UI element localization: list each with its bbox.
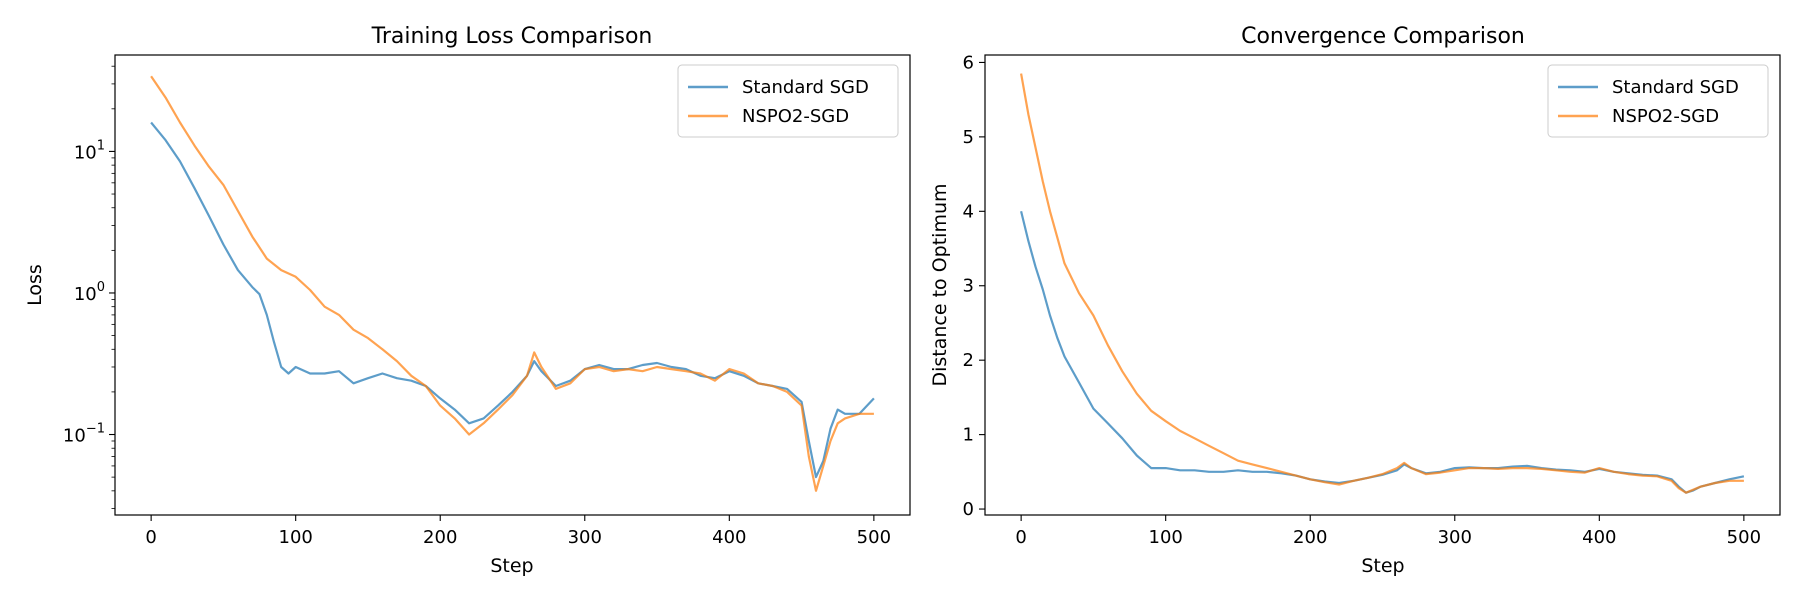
- y-tick-label: 100: [74, 280, 105, 305]
- y-tick-label: 10−1: [63, 422, 105, 447]
- chart-title: Convergence Comparison: [1241, 24, 1525, 49]
- plot-frame: [984, 54, 1781, 516]
- y-tick-label: 4: [963, 201, 974, 222]
- x-tick-label: 500: [857, 527, 891, 548]
- y-axis-label: Distance to Optimum: [929, 183, 951, 386]
- x-tick-label: 300: [568, 527, 602, 548]
- x-axis-label: Step: [1361, 555, 1404, 577]
- x-tick-label: 200: [1293, 527, 1327, 548]
- y-tick-label: 5: [963, 127, 974, 148]
- y-tick-label: 101: [74, 138, 105, 163]
- y-tick-label: 2: [963, 350, 974, 371]
- x-tick-label: 400: [712, 527, 746, 548]
- legend-entry: NSPO2-SGD: [742, 106, 849, 127]
- y-tick-label: 1: [963, 425, 974, 446]
- legend-entry: Standard SGD: [1612, 77, 1739, 98]
- y-tick-label: 3: [963, 276, 974, 297]
- legend-entry: Standard SGD: [742, 77, 869, 98]
- x-tick-label: 0: [1015, 527, 1026, 548]
- x-tick-label: 100: [1149, 527, 1183, 548]
- legend: Standard SGD NSPO2-SGD: [677, 64, 899, 138]
- x-tick-label: 200: [423, 527, 457, 548]
- series-line-nspo2-sgd: [150, 75, 874, 492]
- x-axis-label: Step: [490, 555, 533, 577]
- y-tick-label: 0: [963, 499, 974, 520]
- x-tick-label: 400: [1582, 527, 1616, 548]
- loss-chart: Training Loss Comparison Step Loss 0 100 2…: [24, 24, 911, 577]
- plot-frame: [114, 54, 911, 516]
- y-axis-label: Loss: [24, 264, 46, 306]
- x-tick-label: 100: [279, 527, 313, 548]
- x-tick-label: 0: [145, 527, 156, 548]
- convergence-chart: Convergence Comparison Step Distance to …: [929, 24, 1781, 577]
- x-tick-label: 300: [1438, 527, 1472, 548]
- legend: Standard SGD NSPO2-SGD: [1547, 64, 1769, 138]
- legend-entry: NSPO2-SGD: [1612, 106, 1719, 127]
- y-tick-label: 6: [963, 52, 974, 73]
- chart-title: Training Loss Comparison: [371, 24, 653, 49]
- series-line-nspo2-sgd: [1020, 73, 1744, 494]
- x-tick-label: 500: [1727, 527, 1761, 548]
